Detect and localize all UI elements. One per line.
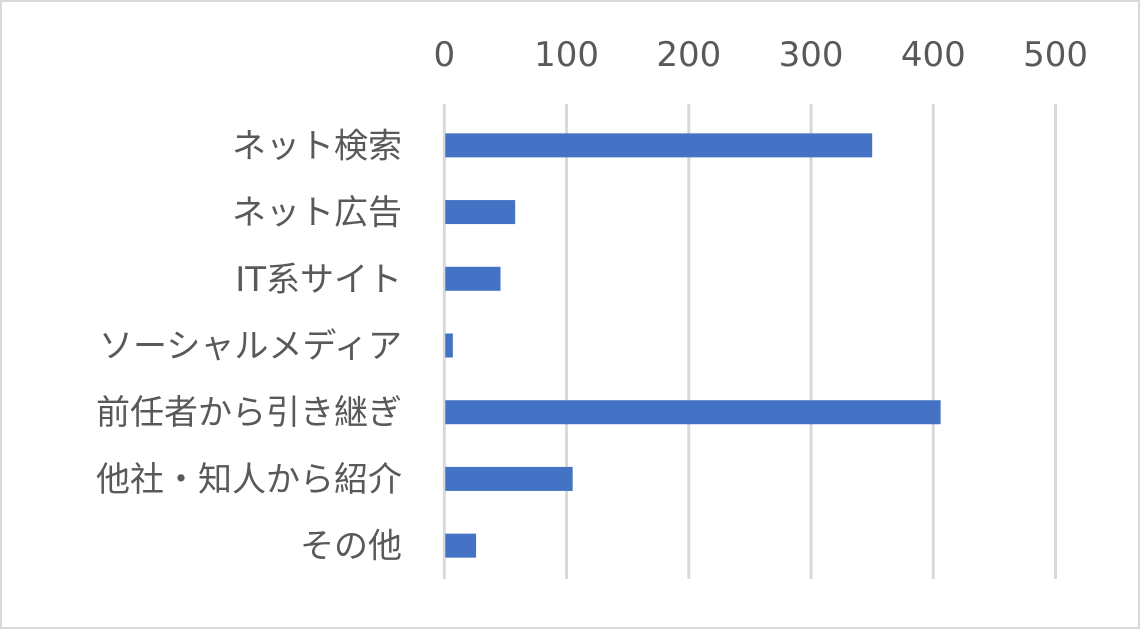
y-category-label: 前任者から引き継ぎ [96,393,402,433]
x-tick-label: 400 [901,35,966,75]
bar [445,466,573,491]
bar [445,400,941,425]
y-category-label: ネット広告 [232,193,402,233]
x-tick-label: 200 [656,35,721,75]
bar [445,533,477,558]
y-category-label: その他 [300,527,402,567]
y-category-label: ネット検索 [232,126,402,166]
bar [445,133,873,158]
bar [445,333,453,358]
x-tick-label: 500 [1023,35,1088,75]
x-tick-label: 100 [534,35,599,75]
x-tick-label: 300 [779,35,844,75]
bar [445,266,501,291]
x-tick-label: 0 [433,35,455,75]
y-category-label: IT系サイト [235,260,402,300]
bar [445,200,516,225]
y-category-label: 他社・知人から紹介 [96,460,402,500]
y-category-label: ソーシャルメディア [99,327,402,367]
